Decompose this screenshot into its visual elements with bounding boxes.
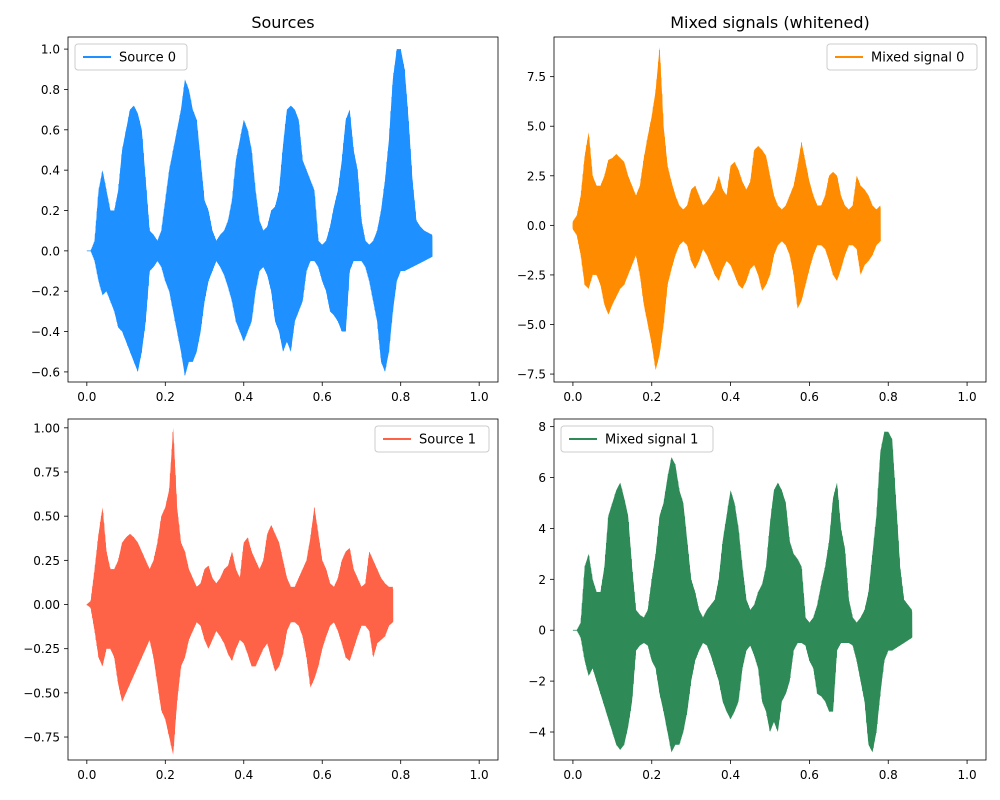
y-tick-label: −0.25: [23, 642, 60, 656]
axes-frame: [67, 36, 499, 383]
x-tick-label: 0.6: [800, 390, 819, 404]
x-tick-label: 1.0: [470, 768, 489, 782]
y-tick-label: 2: [538, 573, 546, 587]
x-tick-label: 0.6: [313, 768, 332, 782]
legend-label: Source 1: [419, 433, 476, 448]
x-tick-label: 0.0: [77, 768, 96, 782]
legend: Source 0: [74, 43, 188, 71]
subplot-1: 0.0 0.2 0.4 0.6 0.8 1.0 −7.5 −5.0 −2.5 0.0 2.5 5.0 7…: [517, 13, 987, 404]
y-tick-label: 0.00: [33, 598, 60, 612]
y-tick-label: 0.25: [33, 554, 60, 568]
y-tick-label: 0.0: [527, 219, 546, 233]
y-tick-label: −0.4: [31, 325, 60, 339]
x-tick-label: 0.8: [879, 768, 898, 782]
y-tick-label: 0.50: [33, 510, 60, 524]
axes-frame: [553, 36, 987, 383]
y-tick-label: 0.4: [41, 164, 60, 178]
legend-label: Mixed signal 1: [605, 433, 698, 448]
x-tick-label: 0.6: [800, 768, 819, 782]
x-tick-label: 0.4: [234, 768, 253, 782]
x-tick-label: 0.8: [391, 390, 410, 404]
y-tick-label: −0.75: [23, 731, 60, 745]
y-tick-label: 6: [538, 471, 546, 485]
legend-box: [374, 425, 490, 453]
x-tick-label: 0.2: [156, 390, 175, 404]
subplot-title: Mixed signals (whitened): [670, 13, 869, 32]
legend: Source 1: [374, 425, 490, 453]
x-tick-label: 1.0: [470, 390, 489, 404]
legend-label: Mixed signal 0: [871, 51, 964, 66]
y-tick-label: 0.6: [41, 123, 60, 137]
legend-box: [74, 43, 188, 71]
y-tick-label: 1.00: [33, 421, 60, 435]
legend: Mixed signal 1: [560, 425, 714, 453]
y-tick-label: −7.5: [517, 368, 546, 382]
axes-frame: [553, 418, 987, 761]
x-tick-label: 0.2: [156, 768, 175, 782]
series-line: [86, 49, 433, 376]
y-tick-label: 0.0: [41, 244, 60, 258]
y-tick-label: 2.5: [527, 169, 546, 183]
series-0-marks: [86, 427, 394, 755]
y-tick-label: 1.0: [41, 43, 60, 57]
y-tick-label: −2.5: [517, 268, 546, 282]
x-tick-label: 0.0: [563, 390, 582, 404]
y-tick-label: 5.0: [527, 120, 546, 134]
x-tick-label: 1.0: [958, 390, 977, 404]
subplot-title: Sources: [251, 13, 314, 32]
y-tick-label: −0.50: [23, 686, 60, 700]
subplot-grid: 0.0 0.2 0.4 0.6 0.8 1.0−0.6−0.4−0.20.00.20.40…: [23, 13, 987, 782]
x-tick-label: 1.0: [958, 768, 977, 782]
legend-label: Source 0: [119, 51, 176, 66]
series-0-marks: [86, 49, 433, 376]
series-line: [572, 431, 913, 751]
x-tick-label: 0.2: [642, 768, 661, 782]
y-tick-label: 0.8: [41, 83, 60, 97]
x-tick-label: 0.4: [234, 390, 253, 404]
y-tick-label: 0.2: [41, 204, 60, 218]
legend: Mixed signal 0: [826, 43, 978, 71]
subplot-3: 0.0 0.2 0.4 0.6 0.8 1.0 −4 −2 0 2 4 6 8 Mixed signal …: [528, 418, 987, 782]
x-tick-label: 0.8: [879, 390, 898, 404]
y-tick-label: −2: [528, 675, 546, 689]
series-line: [86, 432, 394, 749]
series-0-marks: [572, 431, 913, 753]
y-tick-label: −5.0: [517, 318, 546, 332]
y-tick-label: −0.2: [31, 285, 60, 299]
legend-box: [560, 425, 714, 453]
y-tick-label: −0.6: [31, 365, 60, 379]
x-tick-label: 0.4: [721, 390, 740, 404]
y-tick-label: 8: [538, 420, 546, 434]
legend-box: [826, 43, 978, 71]
y-tick-label: 7.5: [527, 70, 546, 84]
x-tick-label: 0.0: [563, 768, 582, 782]
x-tick-label: 0.8: [391, 768, 410, 782]
subplot-2: 0.0 0.2 0.4 0.6 0.8 1.0 −0.75 −0.50 −0.25 0.00 0.2…: [23, 418, 499, 782]
x-tick-label: 0.0: [77, 390, 96, 404]
subplot-0: 0.0 0.2 0.4 0.6 0.8 1.0 −0.6 −0.4 −0.2 0.0 0.2 0.4 0…: [31, 13, 499, 404]
y-tick-label: 0.75: [33, 466, 60, 480]
x-tick-label: 0.4: [721, 768, 740, 782]
y-tick-label: 4: [538, 522, 546, 536]
series-0-marks: [572, 46, 881, 371]
y-tick-label: 0: [538, 624, 546, 638]
series-line: [572, 50, 881, 366]
x-tick-label: 0.6: [313, 390, 332, 404]
axes-frame: [67, 418, 499, 761]
y-tick-label: −4: [528, 726, 546, 740]
x-tick-label: 0.2: [642, 390, 661, 404]
